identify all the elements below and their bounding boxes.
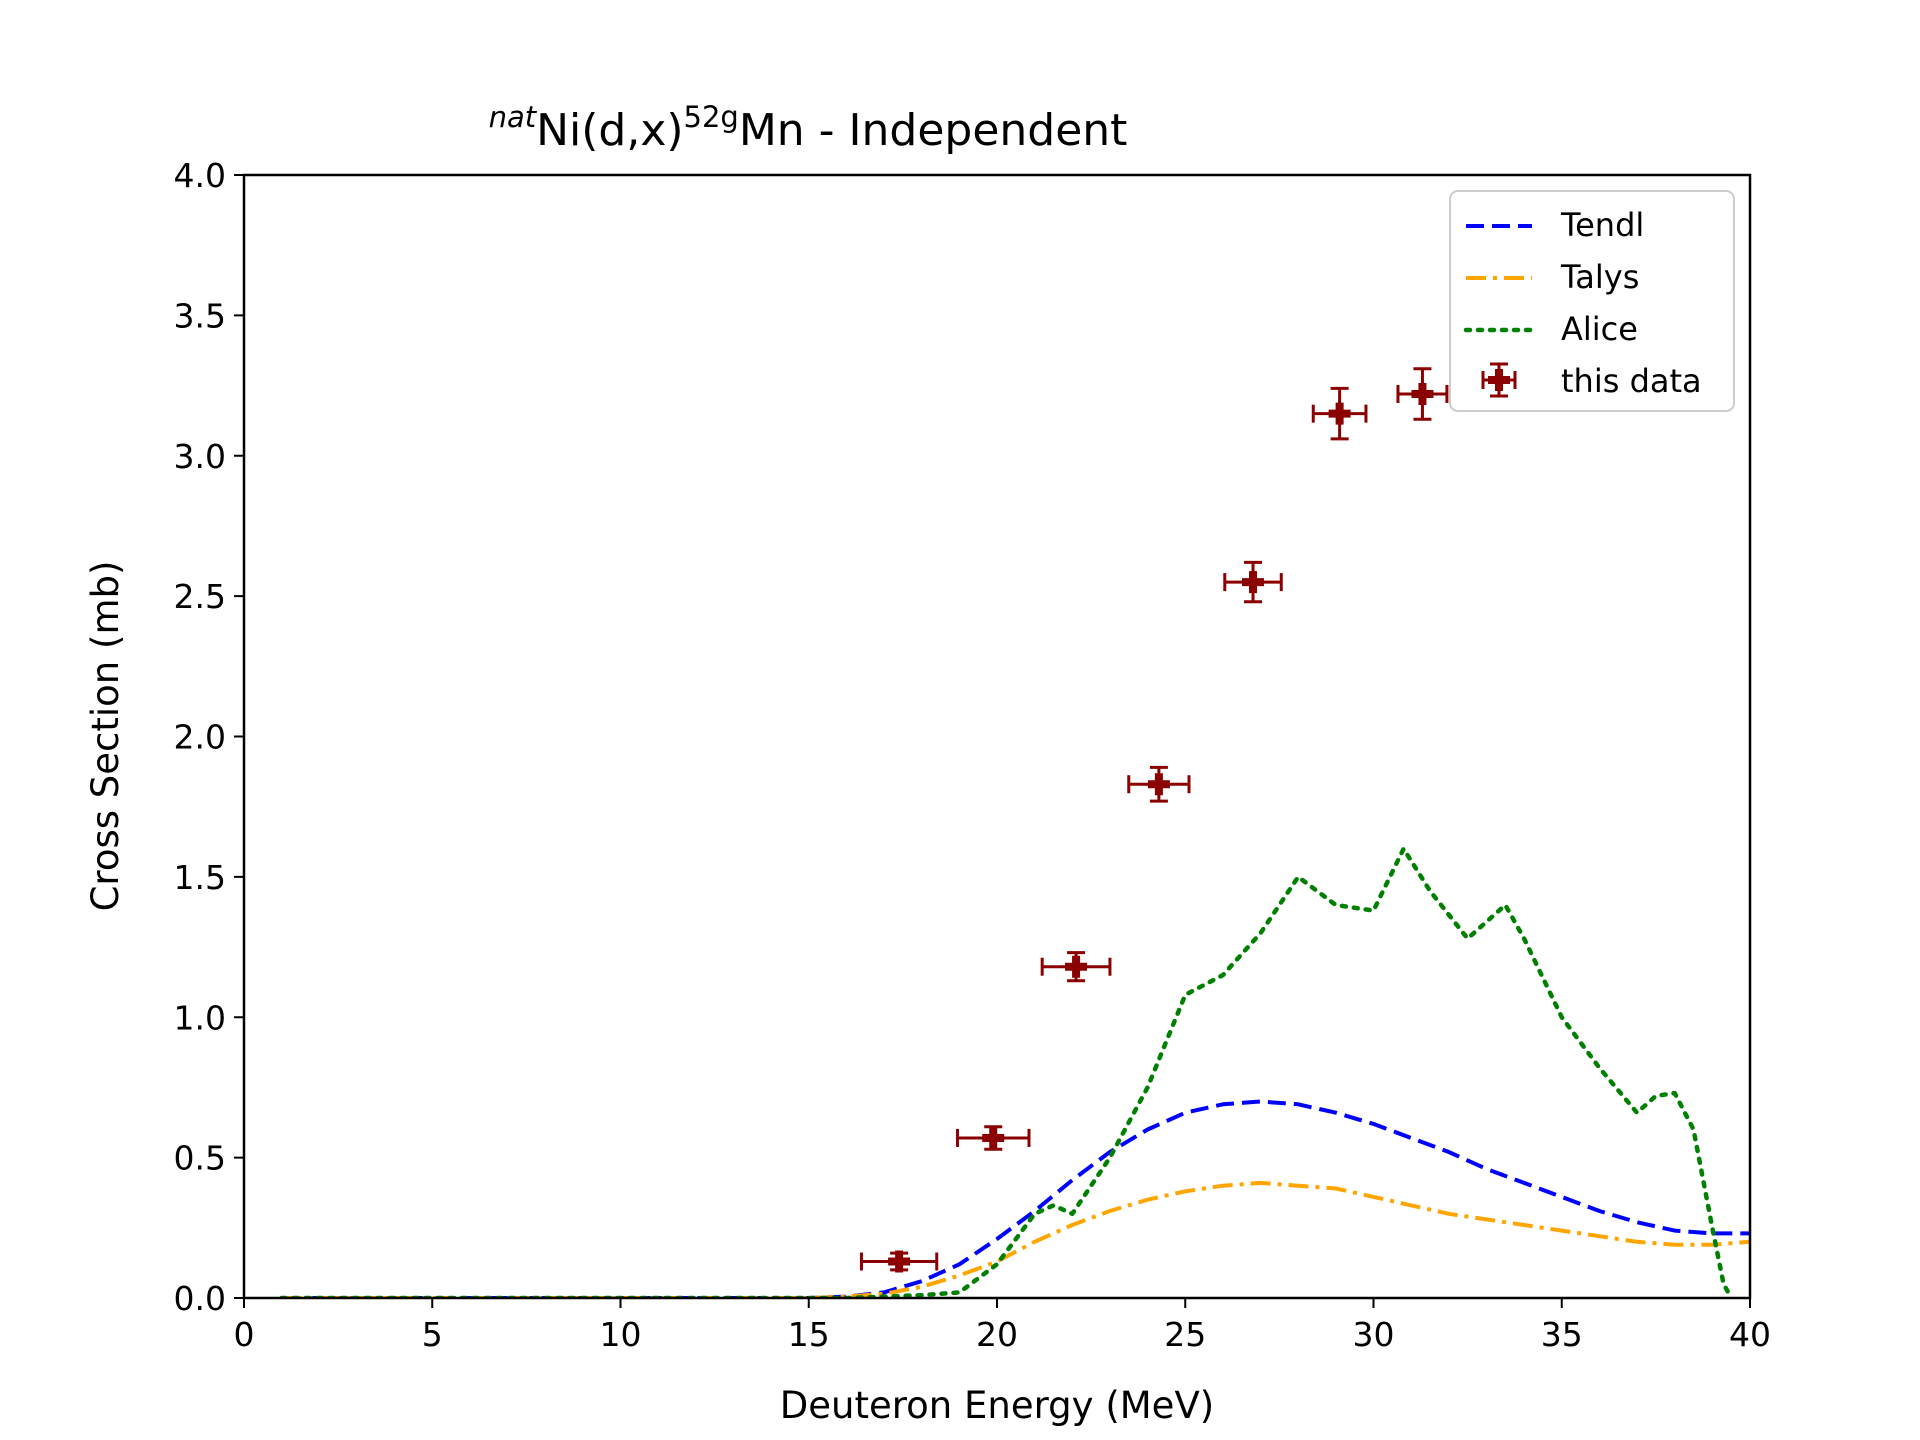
series-layer (279, 846, 1750, 1298)
series-line-talys (281, 1180, 1750, 1298)
data-point (955, 1125, 1031, 1151)
point-marker (1065, 955, 1088, 978)
legend: Tendl Talys Alice this data (1449, 190, 1735, 412)
x-tick-label: 10 (600, 1315, 642, 1354)
point-marker (1411, 382, 1434, 405)
y-tick-label: 1.5 (174, 858, 226, 897)
y-axis-label: Cross Section (mb) (84, 561, 127, 912)
legend-label-alice: Alice (1561, 310, 1638, 348)
chart-title-suffix: Mn - Independent (739, 105, 1128, 156)
point-marker (982, 1126, 1005, 1149)
x-tick-label: 15 (788, 1315, 830, 1354)
legend-swatch-this-data (1481, 362, 1517, 398)
data-point (1040, 951, 1112, 983)
y-tick-label: 2.0 (174, 718, 226, 757)
x-tick-label: 5 (422, 1315, 443, 1354)
data-point (1311, 386, 1368, 441)
point-marker (1328, 402, 1351, 425)
series-line-alice (279, 846, 1734, 1298)
x-tick-label: 25 (1164, 1315, 1206, 1354)
x-tick-label: 35 (1541, 1315, 1583, 1354)
point-marker (1242, 571, 1265, 594)
x-tick-label: 20 (976, 1315, 1018, 1354)
legend-label-tendl: Tendl (1560, 206, 1644, 244)
y-axis: 0.0 0.5 1.0 1.5 2.0 2.5 3.0 3.5 4.0 (174, 156, 244, 1318)
legend-entries: Tendl Talys Alice this data (1463, 206, 1702, 400)
x-axis-label: Deuteron Energy (MeV) (780, 1384, 1214, 1427)
y-tick-label: 0.0 (174, 1279, 226, 1318)
y-tick-label: 2.5 (174, 577, 226, 616)
y-tick-label: 3.5 (174, 296, 226, 335)
x-tick-label: 0 (234, 1315, 255, 1354)
point-marker (1147, 773, 1170, 796)
chart-title-prefix-sup: nat (489, 100, 538, 134)
plot-area (279, 367, 1750, 1298)
chart-title-element: Ni(d,x) (536, 105, 683, 156)
point-marker (888, 1250, 911, 1273)
chart-title: natNi(d,x)52gMn - Independent (489, 100, 1128, 156)
legend-label-talys: Talys (1560, 258, 1639, 296)
x-tick-label: 30 (1353, 1315, 1395, 1354)
legend-point-marker (1488, 369, 1510, 391)
y-tick-label: 0.5 (174, 1139, 226, 1178)
y-tick-label: 4.0 (174, 156, 226, 195)
x-tick-label: 40 (1729, 1315, 1771, 1354)
chart-title-product-sup: 52g (684, 100, 739, 134)
data-point (1127, 765, 1191, 803)
data-point (1396, 367, 1449, 421)
legend-box (1449, 190, 1735, 412)
legend-label-this-data: this data (1561, 362, 1702, 400)
data-point (859, 1250, 939, 1273)
data-point (1223, 560, 1283, 604)
points-layer (859, 367, 1449, 1273)
y-tick-label: 3.0 (174, 437, 226, 476)
x-axis: 0 5 10 15 20 25 30 35 40 (234, 1298, 1771, 1354)
y-tick-label: 1.0 (174, 998, 226, 1037)
